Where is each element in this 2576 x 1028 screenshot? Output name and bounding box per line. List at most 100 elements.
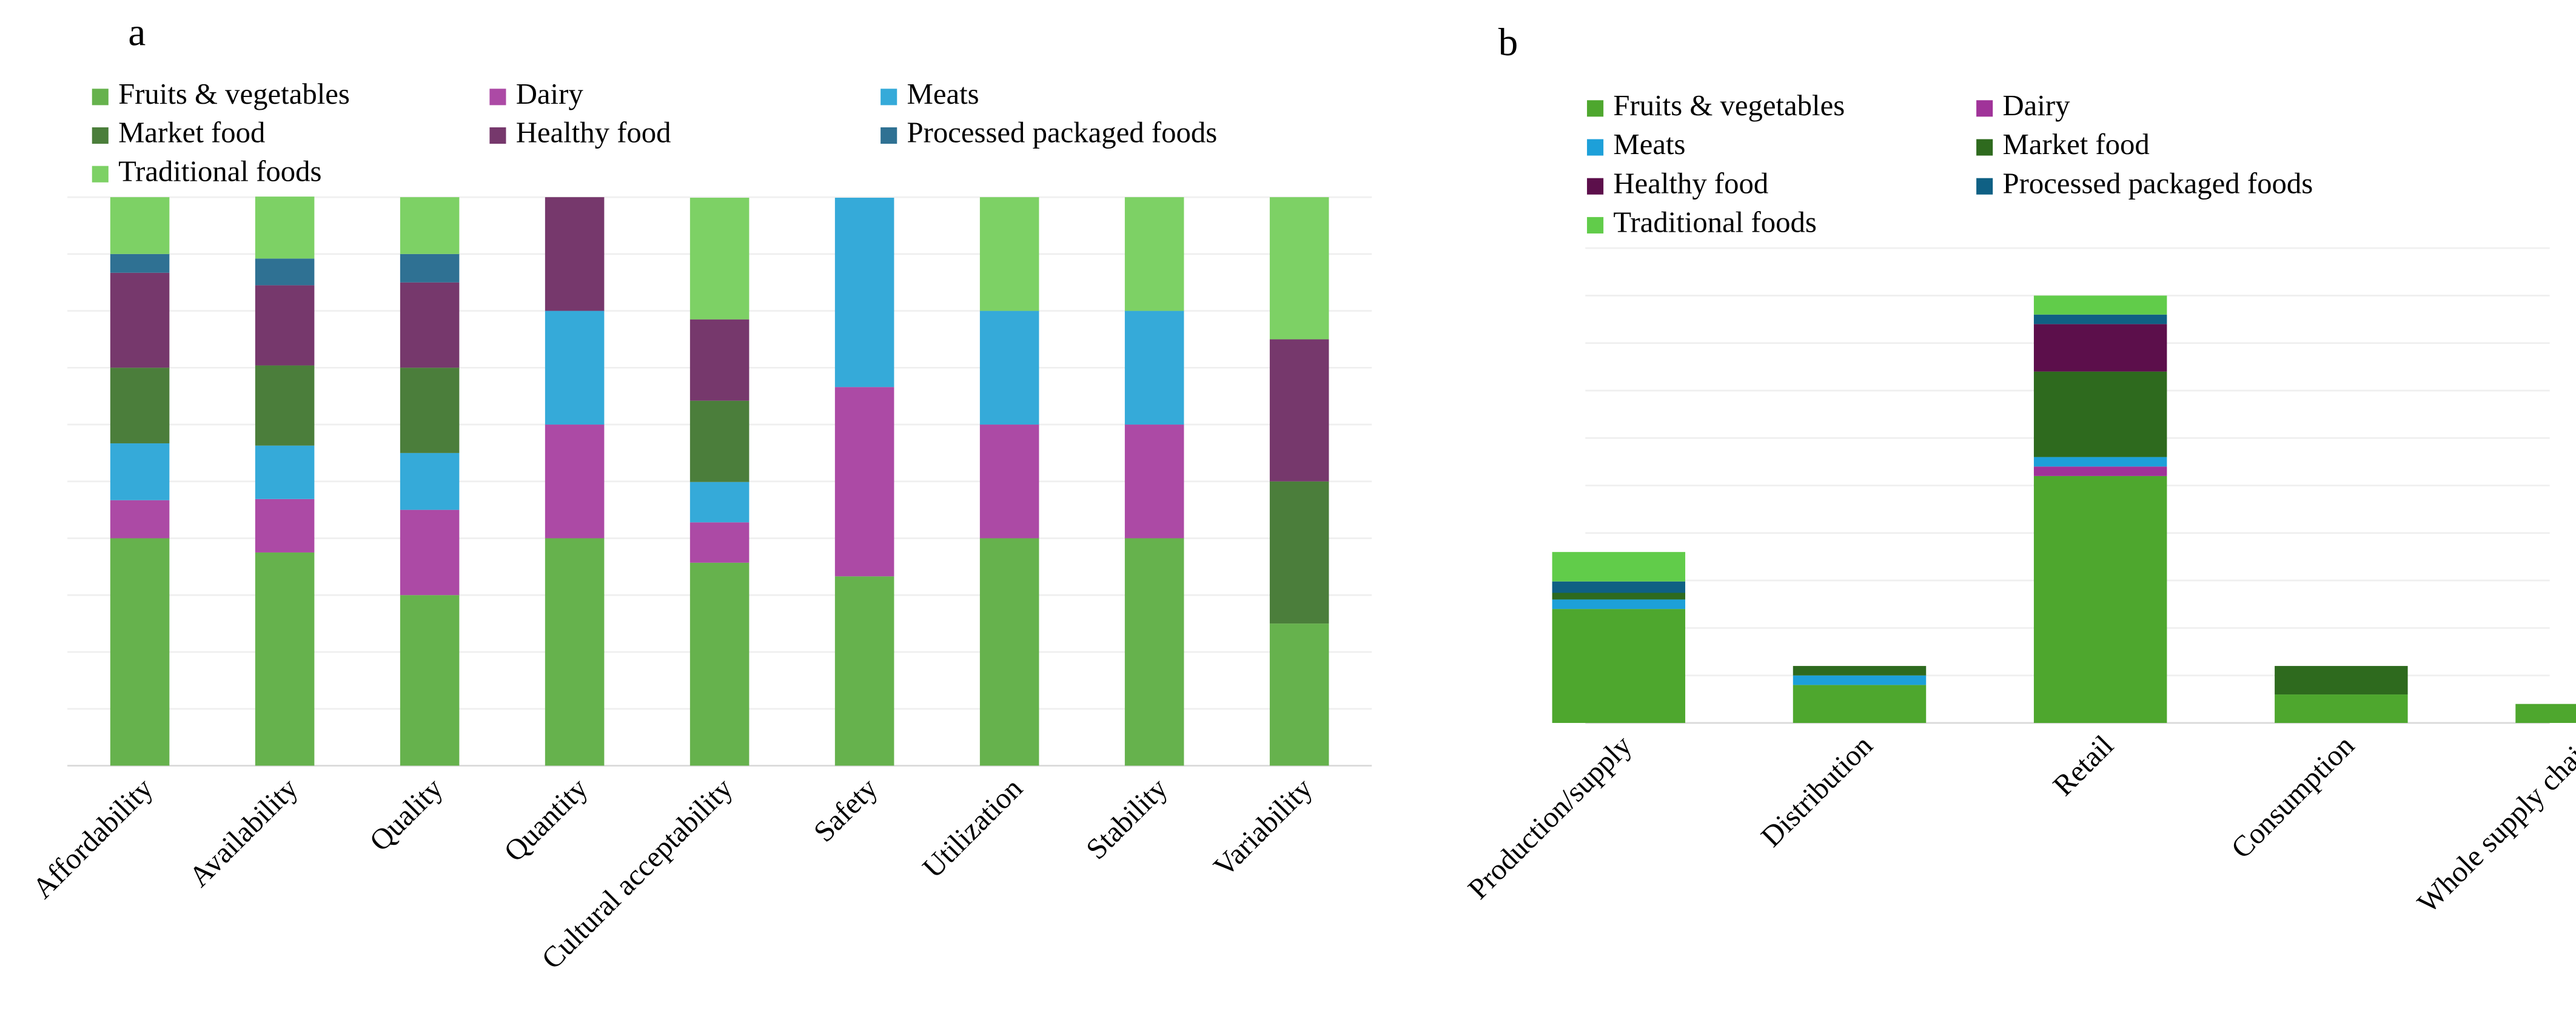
bar-segment [400,282,460,368]
bar-segment [545,311,605,425]
bar-segment [110,272,170,368]
bar-segment [1269,197,1329,340]
bar-segment [689,482,750,523]
legend-swatch [880,89,897,106]
legend-swatch [92,127,109,144]
legend-label: Processed packaged foods [2002,167,2313,200]
legend-label: Meats [907,78,979,110]
legend-swatch [92,166,109,183]
legend-swatch [92,89,109,106]
legend-swatch [1587,178,1604,195]
bar-segment [1552,552,1686,582]
bar-segment [1793,666,1927,676]
bar-segment [2515,704,2576,724]
x-tick-label: Quality [363,771,449,858]
legend-label: Fruits & vegetables [118,78,350,110]
x-tick-label: Safety [807,771,884,848]
bar-segment [1269,339,1329,482]
bar-segment [979,311,1039,425]
panel-label: b [1498,21,1518,64]
legend-label: Dairy [516,78,584,110]
bar-segment [2275,666,2408,695]
bar-segment [255,552,315,766]
bar-segment [400,254,460,283]
legend-label: Healthy food [1613,167,1768,200]
bar-segment [110,197,170,254]
legend-swatch [1587,217,1604,233]
bar-segment [979,538,1039,766]
x-tick-label: Distribution [1755,729,1879,853]
bar-segment [2033,457,2167,467]
bar-segment [110,368,170,443]
legend-label: Traditional foods [118,155,321,187]
bar-segment [1124,538,1184,766]
bar-segment [689,522,750,563]
bar-segment [834,198,894,388]
x-tick-label: Stability [1080,771,1174,865]
x-tick-label: Utilization [916,771,1029,884]
bar-segment [255,499,315,553]
bar-segment [545,538,605,766]
legend-swatch [880,127,897,144]
legend-label: Healthy food [516,116,671,149]
bar-segment [834,387,894,577]
bar-segment [545,197,605,311]
bar-segment [689,562,750,766]
bar-segment [1552,581,1686,593]
bar-segment [2033,371,2167,457]
bar-segment [400,509,460,596]
bar-segment [1793,685,1927,724]
legend-swatch [489,89,506,106]
bar-segment [110,500,170,539]
x-tick-label: Availability [183,771,304,893]
x-tick-label: Production/supply [1461,729,1638,905]
bar-segment [2033,466,2167,476]
x-tick-label: Variability [1207,771,1319,883]
bar-segment [1269,481,1329,624]
bar-segment [1552,599,1686,610]
bar-segment [2033,324,2167,372]
bar-segment [979,425,1039,539]
bar-segment [400,197,460,254]
bar-segment [1269,623,1329,766]
x-tick-label: Quantity [498,771,594,868]
legend-label: Processed packaged foods [907,116,1217,149]
bar-segment [400,452,460,510]
bar-segment [255,445,315,499]
bar-segment [2275,694,2408,724]
bar-segment [1124,425,1184,539]
bar-segment [1124,311,1184,425]
legend-label: Dairy [2002,89,2070,122]
legend-label: Meats [1613,128,1685,161]
legend-swatch [1976,100,1993,117]
bar-segment [1552,593,1686,600]
legend-swatch [1587,100,1604,117]
bar-segment [255,365,315,446]
legend-swatch [1976,139,1993,156]
bar-segment [1552,609,1686,724]
bar-segment [400,595,460,766]
legend-swatch [1976,178,1993,195]
bar-segment [2033,475,2167,724]
legend-label: Market food [118,116,265,149]
x-tick-label: Retail [2047,729,2120,802]
bar-segment [689,319,750,401]
bar-segment [255,197,315,259]
bar-segment [979,197,1039,311]
legend-label: Traditional foods [1613,206,1816,239]
bar-segment [689,400,750,482]
bar-segment [1124,197,1184,311]
bar-segment [255,258,315,286]
bar-segment [110,538,170,766]
legend-swatch [489,127,506,144]
bar-segment [834,576,894,766]
x-tick-label: Whole supply chain [2411,729,2576,919]
bar-segment [1793,675,1927,685]
legend-label: Market food [2002,128,2149,161]
bar-segment [689,198,750,320]
bar-segment [2033,295,2167,315]
bar-segment [110,254,170,273]
bar-segment [2033,314,2167,324]
